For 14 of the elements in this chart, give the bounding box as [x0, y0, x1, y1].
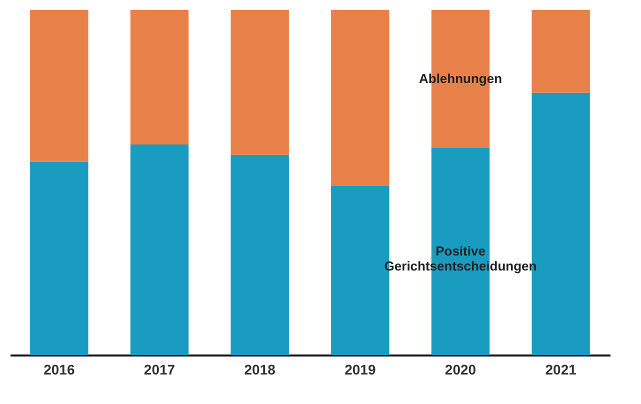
bar [532, 10, 590, 93]
bar [130, 10, 189, 145]
bar [30, 10, 88, 162]
x-tick-label: 2018 [244, 362, 276, 378]
bar [230, 154, 289, 355]
bar [230, 10, 289, 155]
x-tick-label: 2020 [444, 362, 476, 378]
bar [30, 162, 88, 355]
bar [331, 10, 390, 186]
x-tick-label: 2017 [144, 362, 176, 378]
x-tick-label: 2021 [545, 362, 577, 378]
bar [130, 144, 189, 355]
x-tick-label: 2019 [344, 362, 376, 378]
x-tick-label: 2016 [44, 362, 75, 378]
